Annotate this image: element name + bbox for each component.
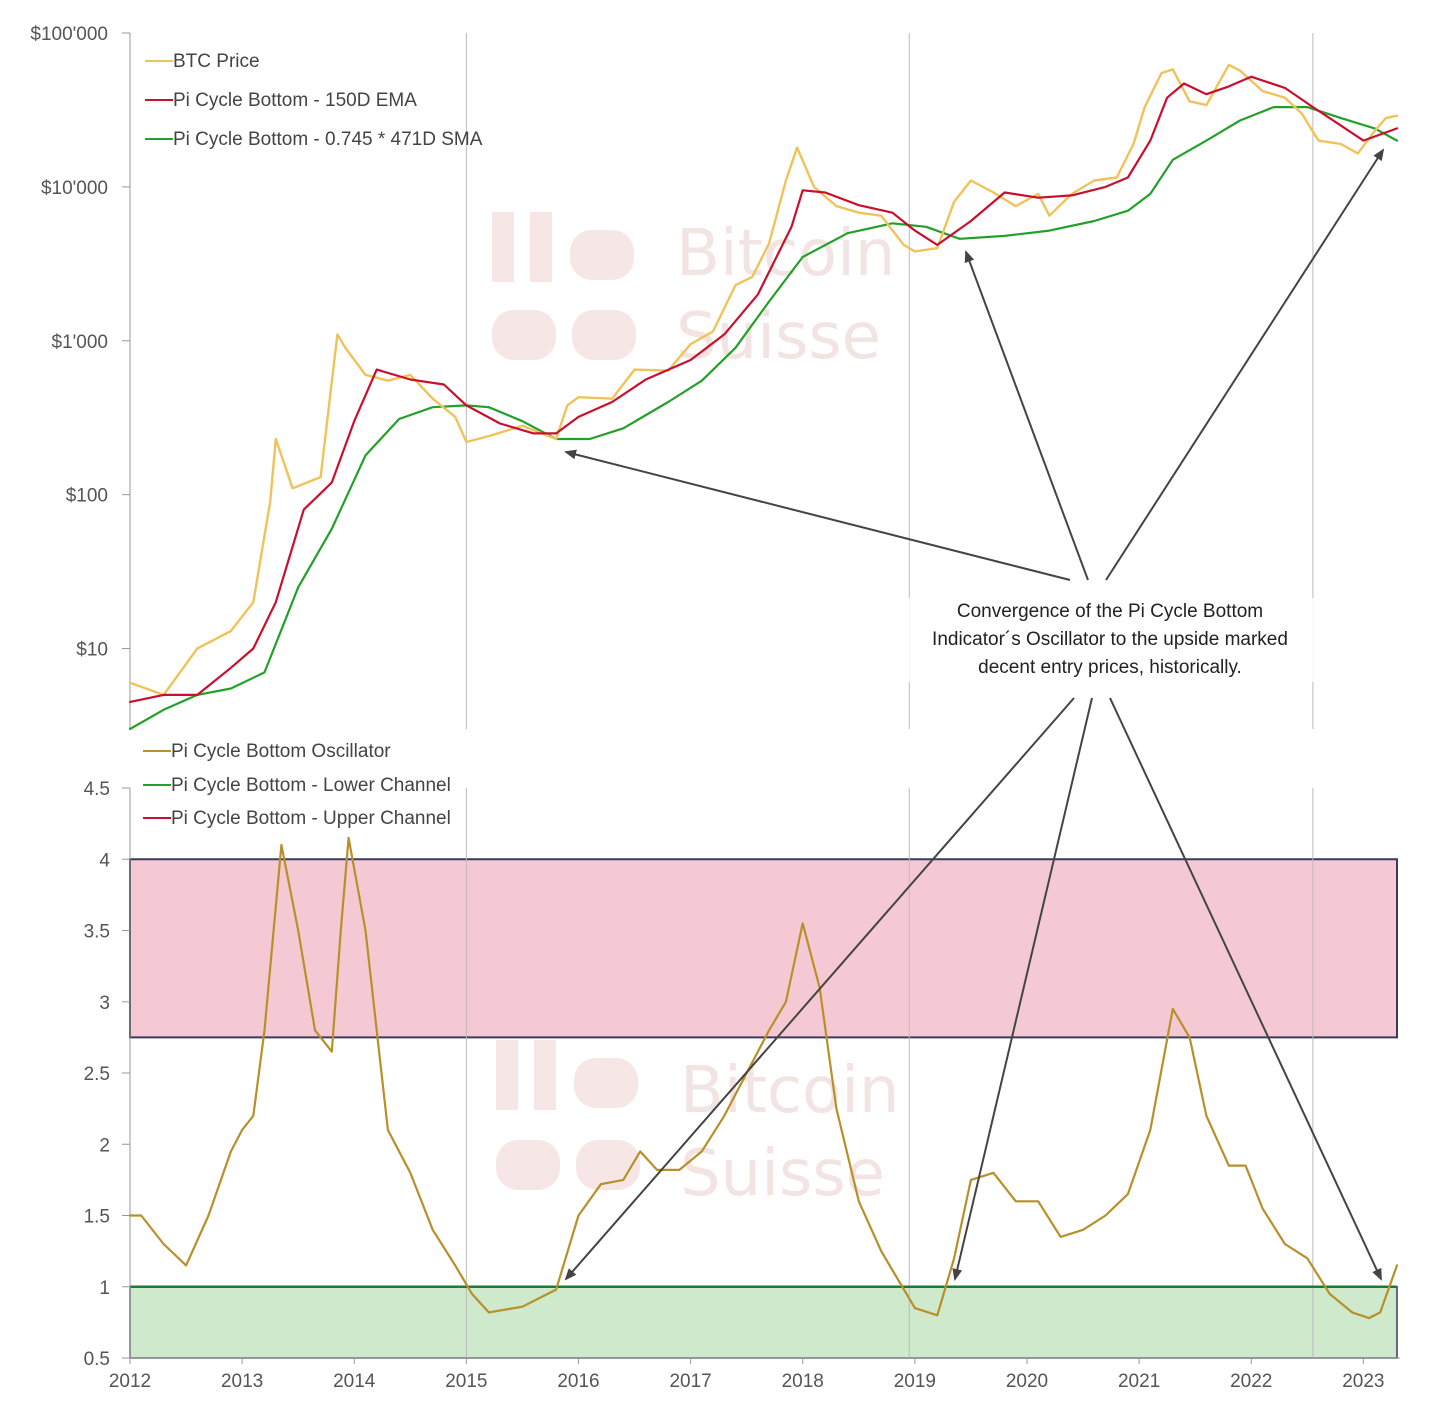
legend-btc-label: BTC Price <box>173 51 260 72</box>
xtick-label-5: 2017 <box>669 1371 711 1392</box>
watermark-bottom: Bitcoin Suisse <box>496 1040 899 1211</box>
legend-osc-label: Pi Cycle Bottom Oscillator <box>171 741 391 762</box>
watermark-bottom-line1: Bitcoin <box>680 1054 899 1128</box>
xtick-label-10: 2022 <box>1230 1371 1272 1392</box>
xtick-label-11: 2023 <box>1342 1371 1384 1392</box>
arrow-2019-top <box>964 250 1089 581</box>
legend-lower-label: Pi Cycle Bottom - Lower Channel <box>171 775 451 796</box>
top-ytick-label-1: $100 <box>66 486 108 507</box>
xtick-label-7: 2019 <box>894 1371 936 1392</box>
bottom-ytick-label-4: 2.5 <box>84 1064 110 1085</box>
legend-sma-label: Pi Cycle Bottom - 0.745 * 471D SMA <box>173 129 483 150</box>
xtick-label-1: 2013 <box>221 1371 263 1392</box>
top-ytick-label-3: $10'000 <box>41 178 108 199</box>
arrow-2016-bottom <box>564 697 1075 1281</box>
arrow-2023-top <box>1105 148 1385 581</box>
legend-ema-label: Pi Cycle Bottom - 150D EMA <box>173 90 417 111</box>
upper-channel-band <box>129 858 1398 1039</box>
tick-labels: $10 $100 $1'000 $10'000 $100'000 0.5 1 1.5 2 2.5 3… <box>30 24 1384 1392</box>
watermark-bottom-line2: Suisse <box>680 1137 885 1211</box>
bottom-ytick-label-5: 3 <box>99 993 110 1014</box>
legend-upper-label: Pi Cycle Bottom - Upper Channel <box>171 808 451 829</box>
watermark-top: Bitcoin Suisse <box>492 212 895 374</box>
top-ytick-label-0: $10 <box>76 640 108 661</box>
annotation-text: Convergence of the Pi Cycle Bottom Indic… <box>880 598 1340 682</box>
lower-channel-band <box>129 1286 1398 1359</box>
xtick-label-6: 2018 <box>782 1371 824 1392</box>
arrow-2019-bottom <box>952 697 1093 1281</box>
annotation-line-1: Convergence of the Pi Cycle Bottom <box>956 601 1264 622</box>
bottom-ytick-label-2: 1.5 <box>84 1207 110 1228</box>
bottom-ytick-label-1: 1 <box>99 1278 110 1299</box>
series-sma-line <box>128 105 1399 731</box>
series-ema-line <box>128 75 1399 704</box>
annotation-arrows <box>564 148 1385 1281</box>
legend-top: BTC Price Pi Cycle Bottom - 150D EMA Pi … <box>145 51 483 150</box>
xtick-label-4: 2016 <box>557 1371 599 1392</box>
series-lines <box>128 63 1399 1320</box>
top-ytick-label-4: $100'000 <box>30 24 108 45</box>
arrow-2023-bottom <box>1109 697 1382 1281</box>
bottom-ytick-label-8: 4.5 <box>84 779 110 800</box>
bottom-ytick-label-7: 4 <box>99 850 110 871</box>
bottom-ytick-label-0: 0.5 <box>84 1349 110 1370</box>
series-oscillator-line <box>128 836 1399 1320</box>
annotation-line-2: Indicator´s Oscillator to the upside mar… <box>932 629 1288 650</box>
legend-bottom: Pi Cycle Bottom Oscillator Pi Cycle Bott… <box>143 741 451 829</box>
xtick-label-3: 2015 <box>445 1371 487 1392</box>
bottom-ytick-label-3: 2 <box>99 1135 110 1156</box>
annotation-line-3: decent entry prices, historically. <box>978 657 1242 678</box>
xtick-label-8: 2020 <box>1006 1371 1048 1392</box>
top-ytick-label-2: $1'000 <box>52 332 108 353</box>
xtick-label-0: 2012 <box>109 1371 151 1392</box>
xtick-label-9: 2021 <box>1118 1371 1160 1392</box>
bottom-ytick-label-6: 3.5 <box>84 922 110 943</box>
watermark-top-line2: Suisse <box>676 300 881 374</box>
arrow-2015 <box>564 449 1071 581</box>
xtick-label-2: 2014 <box>333 1371 376 1392</box>
